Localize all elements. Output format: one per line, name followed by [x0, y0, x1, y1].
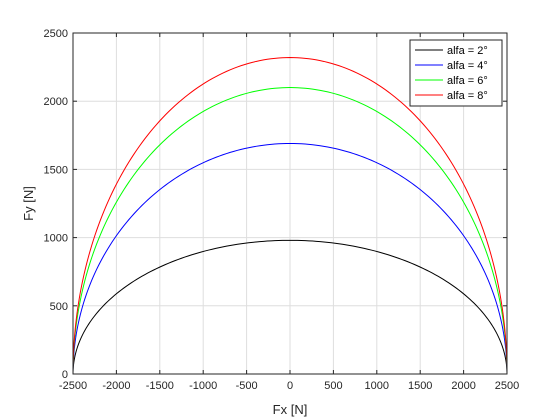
y-tick-label: 1000 [44, 233, 68, 245]
x-tick-label: 2500 [495, 380, 519, 392]
x-tick-label: -1500 [146, 380, 174, 392]
x-tick-label: -2000 [102, 380, 130, 392]
y-tick-label: 2500 [44, 28, 68, 40]
y-axis-label: Fy [N] [21, 186, 36, 221]
legend-label: alfa = 2° [447, 45, 488, 57]
x-tick-label: 500 [324, 380, 342, 392]
series-group [72, 57, 508, 375]
series-line-3 [72, 87, 508, 375]
x-tick-label: 0 [287, 380, 293, 392]
x-axis-label: Fx [N] [273, 402, 308, 417]
y-tick-label: 2000 [44, 96, 68, 108]
legend: alfa = 2° alfa = 4° alfa = 6° alfa = 8° [409, 39, 503, 107]
x-tick-label: 2000 [451, 380, 475, 392]
legend-label: alfa = 6° [447, 75, 488, 87]
series-line-1 [72, 239, 508, 375]
x-tick-label: -500 [236, 380, 258, 392]
x-tick-label: -2500 [59, 380, 87, 392]
x-tick-label: -1000 [189, 380, 217, 392]
legend-label: alfa = 8° [447, 90, 488, 102]
x-tick-label: 1500 [408, 380, 432, 392]
x-tick-label: 1000 [365, 380, 389, 392]
y-tick-label: 0 [62, 369, 68, 381]
series-line-4 [72, 57, 508, 375]
series-line-2 [72, 142, 508, 375]
y-tick-label: 500 [50, 301, 68, 313]
y-tick-label: 1500 [44, 164, 68, 176]
tick-group: -2500 -2000 -1500 -1000 -500 0 500 1000 1500 2000… [44, 28, 520, 392]
legend-label: alfa = 4° [447, 60, 488, 72]
